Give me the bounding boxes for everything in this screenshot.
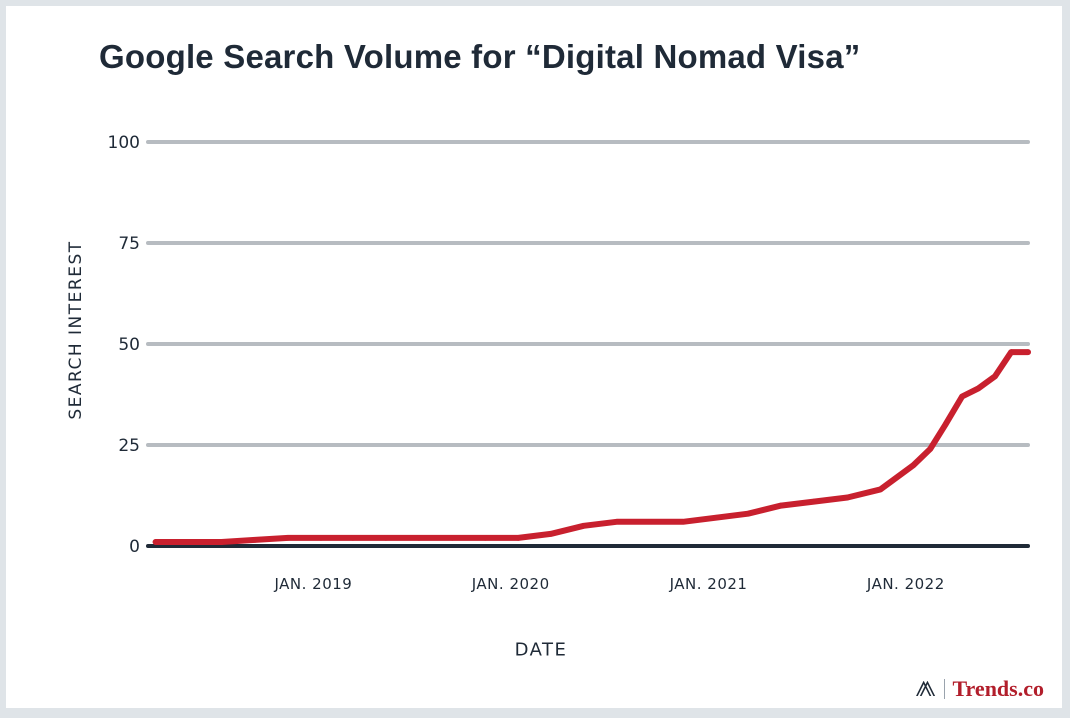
data-point [844, 494, 851, 501]
y-tick-label: 100 [108, 133, 140, 153]
data-point [482, 535, 489, 541]
data-point [318, 535, 324, 541]
data-point [1025, 349, 1031, 355]
data-point [613, 518, 620, 525]
data-point [959, 393, 965, 400]
data-point [778, 502, 784, 509]
y-axis-label: SEARCH INTEREST [66, 240, 86, 420]
brand-divider [943, 679, 945, 699]
data-point [811, 498, 817, 505]
data-point [975, 385, 982, 392]
data-point [877, 486, 884, 493]
data-point [745, 510, 751, 517]
data-point [580, 523, 587, 529]
data-point [547, 531, 554, 537]
x-axis-label: DATE [514, 639, 568, 661]
chart-card [6, 6, 1062, 708]
x-tick-label: JAN. 2022 [866, 575, 945, 593]
data-point [383, 535, 389, 541]
data-point [680, 518, 686, 525]
brand-name: Trends.co [952, 676, 1044, 701]
data-point [218, 539, 225, 545]
data-point [252, 537, 258, 543]
data-point [152, 539, 159, 545]
data-point [350, 535, 356, 541]
y-tick-label: 0 [129, 537, 140, 557]
chart-title: Google Search Volume for “Digital Nomad … [99, 38, 861, 75]
data-point [185, 539, 192, 545]
data-point [515, 535, 522, 541]
data-point [713, 514, 719, 521]
series-line [152, 349, 1031, 545]
x-tick-label: JAN. 2019 [273, 575, 352, 593]
y-tick-label: 75 [118, 234, 140, 254]
data-point [910, 462, 917, 469]
x-tick-label: JAN. 2021 [669, 575, 748, 593]
data-point [285, 535, 291, 541]
hubspot-sprocket-icon: ⨇ [915, 677, 936, 701]
data-point [1008, 349, 1015, 355]
brand-logo: ⨇ Trends.co [916, 676, 1044, 702]
data-point [942, 422, 949, 428]
data-point [927, 446, 933, 452]
x-tick-label: JAN. 2020 [471, 575, 550, 593]
y-tick-label: 50 [118, 335, 140, 355]
y-tick-label: 25 [118, 436, 140, 456]
data-point [416, 535, 422, 541]
data-point [449, 535, 456, 541]
data-point [992, 373, 998, 380]
data-point [647, 518, 653, 525]
